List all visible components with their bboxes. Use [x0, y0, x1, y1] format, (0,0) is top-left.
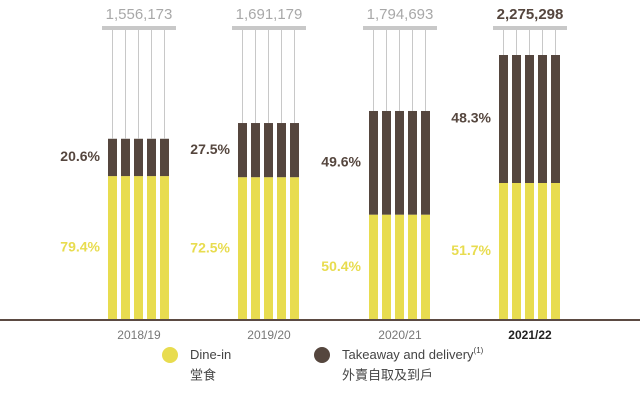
legend-superscript: (1)	[474, 346, 484, 355]
legend-name: Takeaway and delivery	[342, 347, 474, 362]
x-tick-label: 2018/19	[117, 328, 161, 342]
legend-label: Takeaway and delivery(1)	[342, 346, 484, 362]
bar-segment	[277, 177, 286, 320]
bar-segment	[238, 177, 247, 320]
value-label: 49.6%	[321, 154, 361, 170]
bar-segment	[421, 110, 430, 215]
bar-segment	[369, 214, 378, 320]
bracket	[102, 26, 176, 30]
bar-segment	[290, 177, 299, 320]
bar-segment	[408, 110, 417, 215]
bar-segment	[134, 138, 143, 177]
bar-segment	[121, 176, 130, 320]
value-label: 20.6%	[60, 148, 100, 164]
bracket	[493, 26, 567, 30]
total-label: 2,275,298	[497, 6, 564, 23]
value-label: 79.4%	[60, 239, 100, 255]
bar-segment	[408, 214, 417, 320]
total-label: 1,556,173	[106, 6, 173, 23]
bar-segment	[538, 182, 547, 320]
legend-swatch	[314, 347, 330, 363]
bar-segment	[499, 182, 508, 320]
bar-segment	[551, 55, 560, 183]
bar-segment	[251, 177, 260, 320]
value-label: 48.3%	[451, 110, 491, 126]
legend-swatch	[162, 347, 178, 363]
bracket	[232, 26, 306, 30]
value-label: 72.5%	[190, 239, 230, 255]
bar-segment	[160, 138, 169, 177]
x-tick-label: 2019/20	[247, 328, 291, 342]
total-label: 1,794,693	[367, 6, 434, 23]
value-label: 50.4%	[321, 258, 361, 274]
legend-label: Dine-in	[190, 347, 231, 362]
bar-segment	[512, 182, 521, 320]
bar-segment	[382, 110, 391, 215]
bar-segment	[551, 182, 560, 320]
bar-segment	[147, 176, 156, 320]
bar-segment	[512, 55, 521, 183]
bar-segment	[538, 55, 547, 183]
bar-segment	[251, 123, 260, 178]
bar-segment	[121, 138, 130, 177]
bar-segment	[382, 214, 391, 320]
bracket	[363, 26, 437, 30]
bar-segment	[277, 123, 286, 178]
x-tick-label: 2021/22	[508, 328, 552, 342]
bar-segment	[108, 138, 117, 177]
bar-segment	[264, 123, 273, 178]
bar-segment	[421, 214, 430, 320]
bar-segment	[395, 214, 404, 320]
bar-segment	[108, 176, 117, 320]
x-tick-label: 2020/21	[378, 328, 422, 342]
value-label: 27.5%	[190, 141, 230, 157]
bar-segment	[134, 176, 143, 320]
bar-segment	[525, 182, 534, 320]
bar-segment	[395, 110, 404, 215]
bar-segment	[147, 138, 156, 177]
bar-segment	[264, 177, 273, 320]
bar-segment	[369, 110, 378, 215]
value-label: 51.7%	[451, 242, 491, 258]
total-label: 1,691,179	[236, 6, 303, 23]
legend-label-zh: 外賣自取及到戶	[342, 367, 433, 382]
bar-segment	[525, 55, 534, 183]
bar-segment	[499, 55, 508, 183]
bar-segment	[290, 123, 299, 178]
bar-segment	[160, 176, 169, 320]
legend-name: Dine-in	[190, 347, 231, 362]
bar-segment	[238, 123, 247, 178]
legend-label-zh: 堂食	[190, 367, 216, 382]
